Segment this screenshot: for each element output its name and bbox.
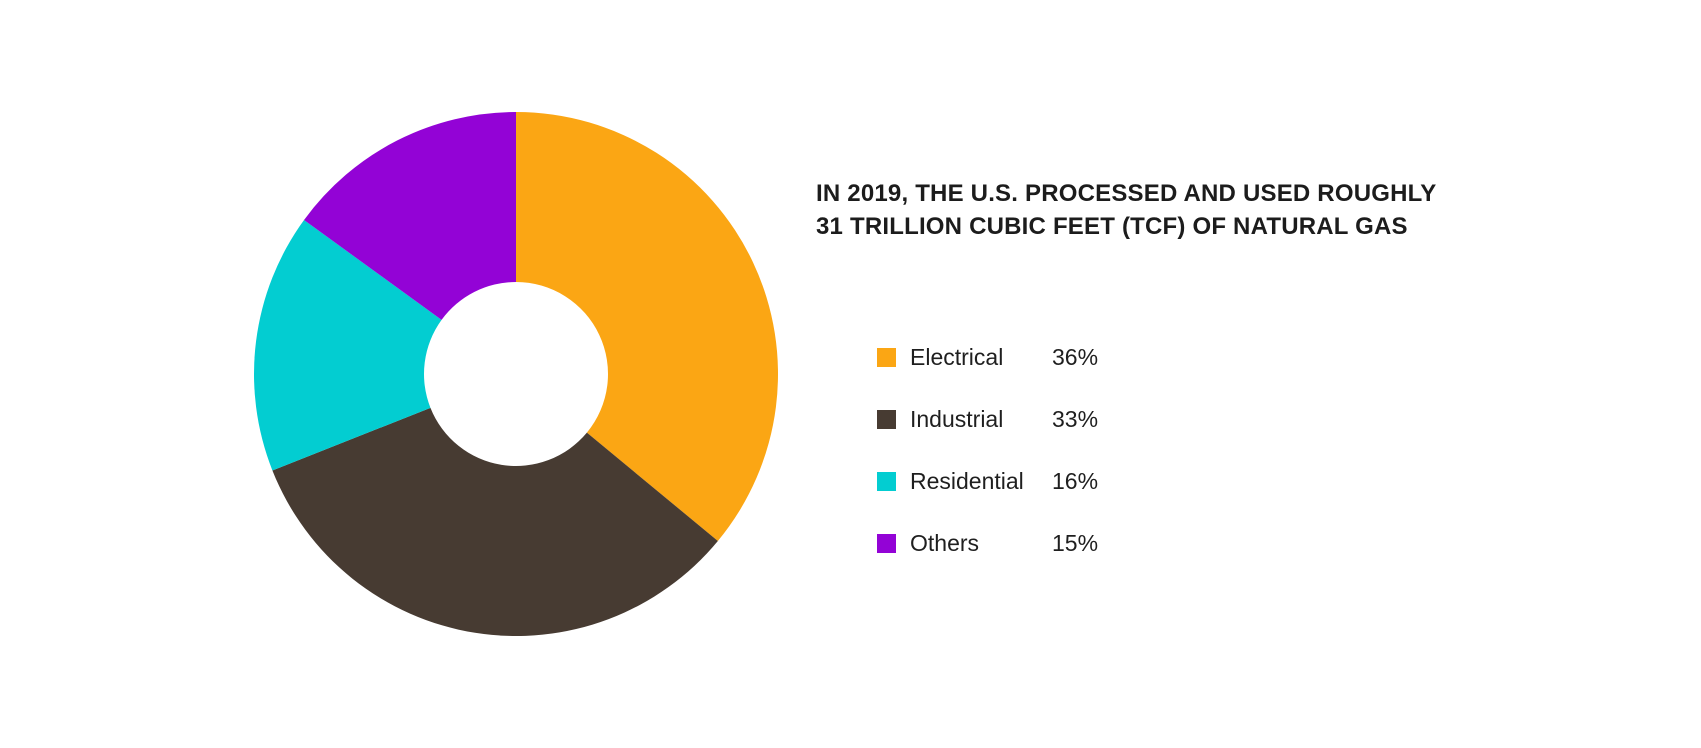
legend-value-others: 15%	[1052, 529, 1099, 556]
chart-title-line2: 31 TRILLION CUBIC FEET (TCF) OF NATURAL …	[816, 213, 1408, 240]
pie-slice-residential	[254, 220, 442, 471]
legend-item-others: Others 15%	[877, 529, 1099, 556]
pie-slice-industrial	[272, 407, 718, 636]
legend-label-others: Others	[910, 529, 980, 556]
legend-label-residential: Residential	[910, 467, 1024, 494]
legend-label-electrical: Electrical	[910, 343, 1004, 370]
chart-title: IN 2019, THE U.S. PROCESSED AND USED ROU…	[816, 177, 1437, 243]
donut-chart	[254, 112, 778, 636]
chart-title-line1: IN 2019, THE U.S. PROCESSED AND USED ROU…	[816, 180, 1437, 207]
pie-slice-others	[304, 112, 516, 320]
pie-slice-electrical	[516, 112, 778, 542]
legend-value-residential: 16%	[1052, 467, 1099, 494]
legend-item-industrial: Industrial 33%	[877, 405, 1099, 432]
legend-value-electrical: 36%	[1052, 343, 1099, 370]
chart-legend: Electrical 36% Industrial 33% Residentia…	[877, 343, 1099, 556]
legend-value-industrial: 33%	[1052, 405, 1099, 432]
legend-swatch-residential	[877, 471, 896, 491]
legend-item-residential: Residential 16%	[877, 467, 1099, 494]
legend-swatch-electrical	[877, 347, 896, 367]
legend-swatch-others	[877, 533, 896, 553]
legend-swatch-industrial	[877, 409, 896, 429]
legend-label-industrial: Industrial	[910, 405, 1004, 432]
legend-item-electrical: Electrical 36%	[877, 343, 1099, 370]
